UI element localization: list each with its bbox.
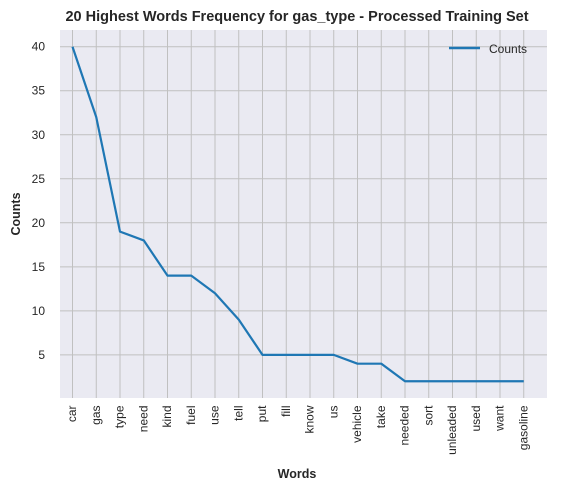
- x-tick-label-gas: gas: [89, 406, 103, 425]
- x-tick-label-us: us: [326, 406, 340, 419]
- x-tick-label-needed: needed: [398, 406, 412, 446]
- x-tick-label-need: need: [136, 406, 150, 433]
- x-tick-label-want: want: [493, 405, 507, 432]
- chart-title: 20 Highest Words Frequency for gas_type …: [65, 9, 528, 25]
- x-tick-label-put: put: [255, 405, 269, 422]
- x-tick-label-kind: kind: [160, 406, 174, 428]
- x-tick-label-vehicle: vehicle: [350, 405, 364, 443]
- x-tick-label-fuel: fuel: [184, 406, 198, 425]
- y-tick-label: 35: [32, 84, 46, 98]
- y-tick-label: 20: [32, 216, 46, 230]
- y-tick-labels: 5 10 15 20 25 30 35 40: [32, 40, 46, 362]
- x-tick-label-sort: sort: [421, 405, 435, 426]
- x-tick-label-use: use: [208, 405, 222, 425]
- x-tick-label-used: used: [469, 406, 483, 432]
- x-tick-label-take: take: [374, 405, 388, 428]
- y-tick-label: 15: [32, 260, 46, 274]
- x-tick-labels: car gas type need kind fuel use tell put fill know…: [65, 405, 530, 455]
- y-tick-label: 25: [32, 172, 46, 186]
- y-tick-label: 30: [32, 128, 46, 142]
- legend-label-counts: Counts: [489, 42, 527, 56]
- x-tick-label-gasoline: gasoline: [516, 405, 530, 450]
- x-axis-label: Words: [278, 467, 317, 481]
- series-line-counts: [71, 46, 524, 383]
- y-gridlines: [60, 46, 547, 356]
- x-tick-label-fill: fill: [279, 406, 293, 417]
- x-tick-label-type: type: [113, 405, 127, 428]
- x-tick-label-know: know: [303, 405, 317, 433]
- y-axis-label: Counts: [9, 192, 23, 235]
- x-gridlines: [72, 30, 525, 398]
- plot-background: [60, 30, 547, 398]
- y-tick-label: 10: [32, 304, 46, 318]
- x-tick-label-unleaded: unleaded: [445, 406, 459, 455]
- x-tick-label-car: car: [65, 405, 79, 422]
- legend: Counts: [449, 42, 527, 56]
- y-tick-label: 5: [38, 348, 45, 362]
- y-tick-label: 40: [32, 40, 46, 54]
- x-tick-label-tell: tell: [231, 406, 245, 421]
